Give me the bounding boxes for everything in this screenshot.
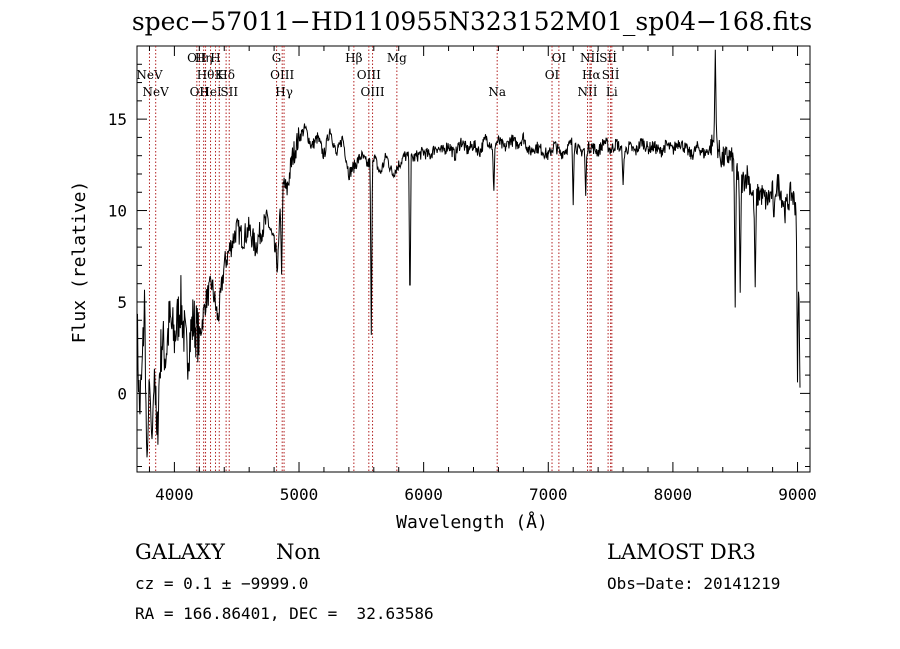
marker-label: OII <box>190 85 210 99</box>
y-tick-label: 10 <box>108 202 127 221</box>
marker-label: Li <box>606 85 618 99</box>
x-tick-label: 6000 <box>404 485 443 504</box>
marker-label: NeV <box>136 68 163 82</box>
marker-label: Hθ <box>197 68 215 82</box>
x-tick-label: 5000 <box>280 485 319 504</box>
marker-label: OI <box>545 68 560 82</box>
marker-label: NeV <box>143 85 170 99</box>
y-axis-label: Flux (relative) <box>69 181 90 344</box>
marker-label: HeI <box>199 85 222 99</box>
marker-label: OI <box>552 51 567 65</box>
marker-label: H <box>210 51 220 65</box>
y-tick-label: 5 <box>117 293 127 312</box>
marker-label: Hβ <box>345 51 362 65</box>
chart-title: spec−57011−HD110955N323152M01_sp04−168.f… <box>132 7 812 36</box>
marker-label: Sİİ <box>602 67 620 82</box>
marker-label: G <box>272 51 282 65</box>
obs-date: Obs−Date: 20141219 <box>607 574 781 593</box>
marker-label: Mg <box>387 51 407 65</box>
ra-dec: RA = 166.86401, DEC = 32.63586 <box>135 604 434 623</box>
series-group <box>136 49 801 458</box>
marker-label: Hα <box>582 68 601 82</box>
x-tick-label: 8000 <box>654 485 693 504</box>
line-markers: NeVNeVOIIOIIHηHθHeIHKHδSIIGOIIIHγHβOIIIO… <box>136 46 620 472</box>
marker-label: Hη <box>195 51 213 65</box>
galaxy-subclass: Non <box>276 540 321 564</box>
marker-label: Hγ <box>275 85 293 99</box>
plot-frame <box>136 45 811 473</box>
marker-label: Hδ <box>217 68 235 82</box>
x-tick-label: 7000 <box>529 485 568 504</box>
galaxy-class: GALAXY <box>135 540 225 564</box>
marker-label: Sİİ <box>599 50 617 65</box>
spectrum-line <box>136 49 801 458</box>
redshift-cz: cz = 0.1 ± −9999.0 <box>135 574 309 593</box>
y-tick-label: 0 <box>117 384 127 403</box>
marker-label: Na <box>488 85 506 99</box>
axis-ticks: 4000 5000 6000 7000 8000 9000 0 5 10 15 <box>108 46 817 504</box>
marker-label: OIII <box>357 68 381 82</box>
marker-label: OIII <box>361 85 385 99</box>
y-tick-label: 15 <box>108 110 127 129</box>
marker-label: Nİİ <box>578 84 598 99</box>
marker-label: SII <box>220 85 238 99</box>
marker-label: OII <box>187 51 207 65</box>
survey-name: LAMOST DR3 <box>607 540 756 564</box>
x-tick-label: 4000 <box>155 485 194 504</box>
marker-label: K <box>215 68 225 82</box>
x-tick-label: 9000 <box>778 485 817 504</box>
marker-label: Nİİ <box>580 50 600 65</box>
x-axis-label: Wavelength (Å) <box>396 511 548 533</box>
marker-label: OIII <box>270 68 294 82</box>
